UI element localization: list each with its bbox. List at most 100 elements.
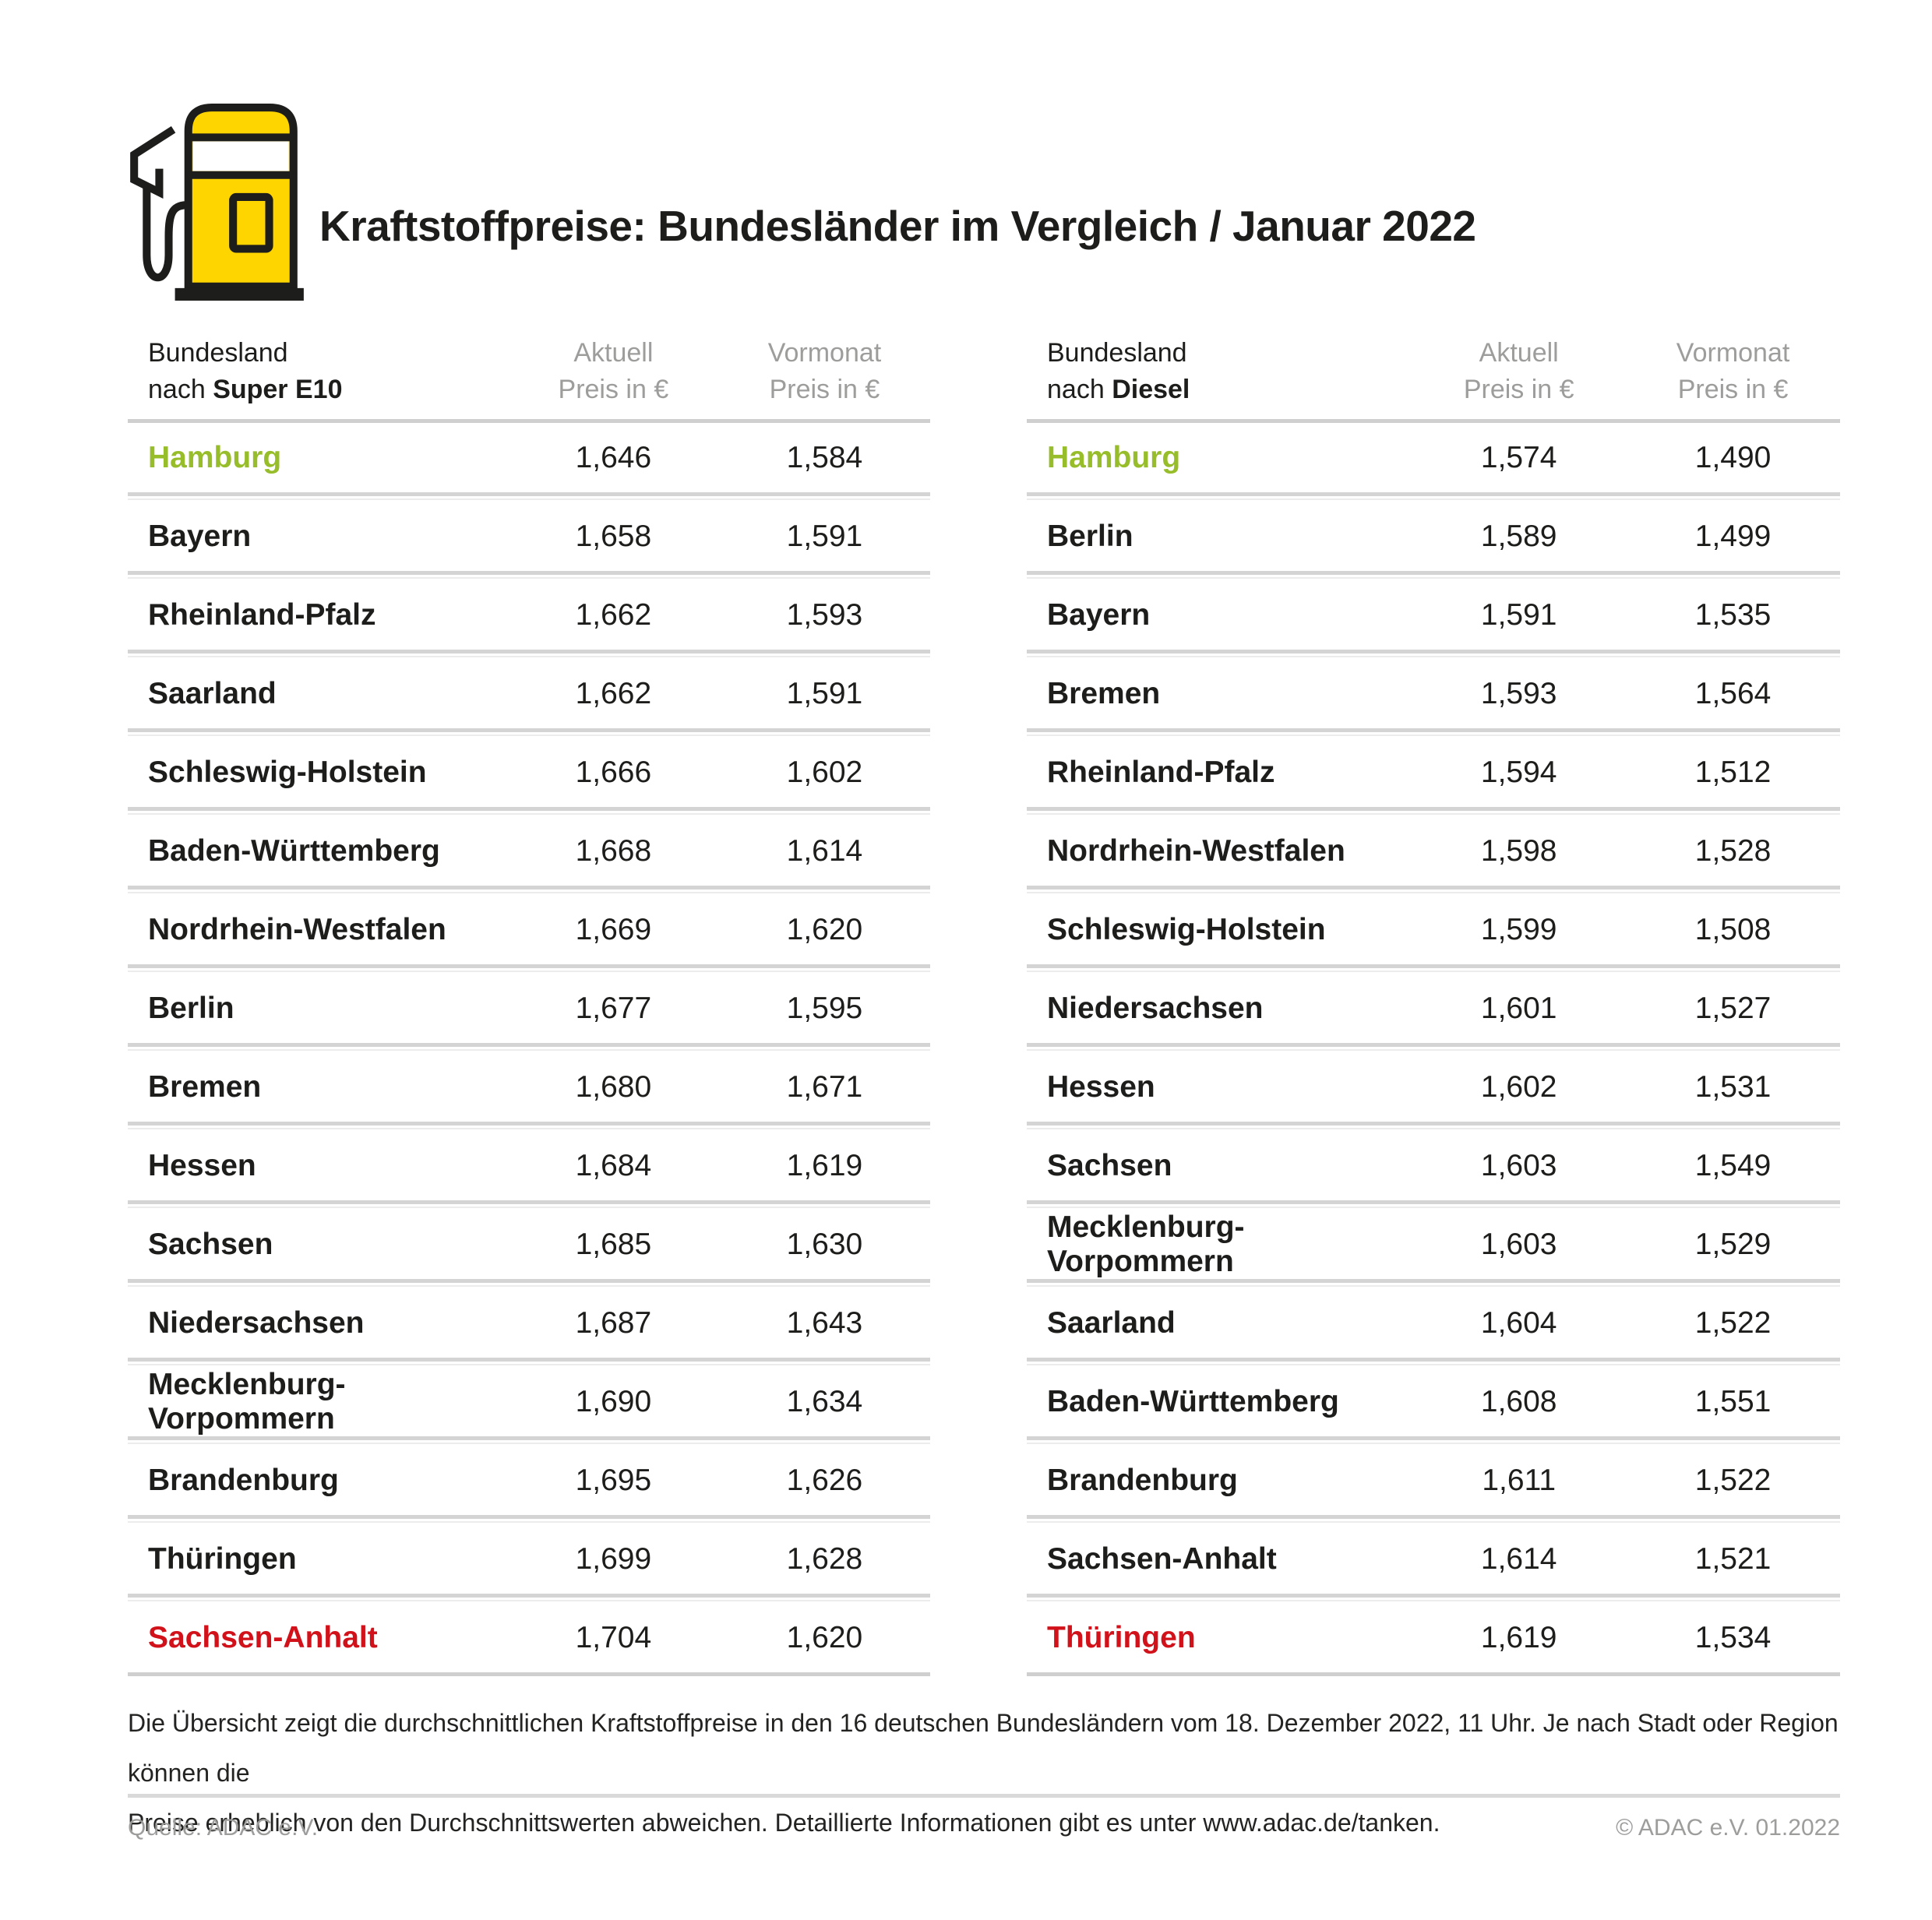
table-row: Brandenburg 1,695 1,626 (128, 1446, 930, 1515)
column-header-previous: Vormonat Preis in € (1676, 338, 1790, 404)
table-row: Rheinland-Pfalz 1,662 1,593 (128, 580, 930, 650)
state-name: Mecklenburg-Vorpommern (148, 1367, 346, 1436)
previous-month-price: 1,535 (1694, 597, 1772, 632)
previous-month-price: 1,522 (1694, 1463, 1772, 1497)
current-price: 1,662 (575, 597, 652, 632)
row-divider (1027, 807, 1840, 816)
current-price: 1,604 (1480, 1305, 1557, 1340)
table-row: Berlin 1,589 1,499 (1027, 502, 1840, 571)
previous-month-price: 1,593 (786, 597, 863, 632)
previous-month-price: 1,620 (786, 912, 863, 946)
row-divider (1027, 1515, 1840, 1524)
previous-month-price: 1,531 (1694, 1069, 1772, 1104)
table-bottom-divider (1027, 1672, 1840, 1676)
state-name: Thüringen (1047, 1620, 1196, 1654)
current-price: 1,574 (1480, 440, 1557, 474)
current-price: 1,589 (1480, 519, 1557, 553)
row-divider (128, 964, 930, 974)
state-name: Hamburg (148, 440, 282, 474)
footer-divider (128, 1794, 1840, 1798)
row-divider (1027, 728, 1840, 738)
table-row: Sachsen-Anhalt 1,614 1,521 (1027, 1524, 1840, 1594)
table-row: Thüringen 1,619 1,534 (1027, 1603, 1840, 1672)
state-name: Rheinland-Pfalz (1047, 755, 1275, 789)
row-divider (1027, 1279, 1840, 1288)
row-divider (1027, 492, 1840, 502)
row-divider (1027, 886, 1840, 895)
row-divider (128, 650, 930, 659)
row-divider (128, 492, 930, 502)
copyright-note: © ADAC e.V. 01.2022 (1616, 1815, 1840, 1841)
table-row: Hamburg 1,574 1,490 (1027, 423, 1840, 492)
row-divider (128, 1043, 930, 1052)
table-row: Berlin 1,677 1,595 (128, 974, 930, 1043)
previous-month-price: 1,626 (786, 1463, 863, 1497)
state-name: Baden-Württemberg (1047, 1384, 1339, 1418)
table-row: Saarland 1,662 1,591 (128, 659, 930, 728)
previous-month-price: 1,512 (1694, 755, 1772, 789)
current-price: 1,662 (575, 676, 652, 710)
row-divider (128, 1594, 930, 1603)
table-row: Niedersachsen 1,687 1,643 (128, 1288, 930, 1358)
row-divider (128, 728, 930, 738)
previous-month-price: 1,527 (1694, 991, 1772, 1025)
table-row: Thüringen 1,699 1,628 (128, 1524, 930, 1594)
table-row: Brandenburg 1,611 1,522 (1027, 1446, 1840, 1515)
header-divider (128, 419, 930, 423)
state-name: Niedersachsen (148, 1305, 365, 1340)
current-price: 1,608 (1480, 1384, 1557, 1418)
state-name: Nordrhein-Westfalen (148, 912, 446, 946)
current-price: 1,677 (575, 991, 652, 1025)
current-price: 1,594 (1480, 755, 1557, 789)
previous-month-price: 1,534 (1694, 1620, 1772, 1654)
current-price: 1,603 (1480, 1148, 1557, 1182)
table-row: Sachsen-Anhalt 1,704 1,620 (128, 1603, 930, 1672)
current-price: 1,680 (575, 1069, 652, 1104)
table-row: Bremen 1,680 1,671 (128, 1052, 930, 1122)
row-divider (1027, 571, 1840, 580)
previous-month-price: 1,522 (1694, 1305, 1772, 1340)
current-price: 1,690 (575, 1384, 652, 1418)
pump-display (229, 192, 273, 253)
state-name: Saarland (1047, 1305, 1176, 1340)
row-divider (128, 1436, 930, 1446)
current-price: 1,699 (575, 1541, 652, 1576)
row-divider (128, 1200, 930, 1210)
row-divider (1027, 1200, 1840, 1210)
previous-month-price: 1,584 (786, 440, 863, 474)
previous-month-price: 1,614 (786, 833, 863, 868)
previous-month-price: 1,549 (1694, 1148, 1772, 1182)
table-row: Bayern 1,591 1,535 (1027, 580, 1840, 650)
state-name: Sachsen (148, 1227, 273, 1261)
state-name: Baden-Württemberg (148, 833, 440, 868)
previous-month-price: 1,528 (1694, 833, 1772, 868)
previous-month-price: 1,595 (786, 991, 863, 1025)
table-row: Mecklenburg-Vorpommern 1,690 1,634 (128, 1367, 930, 1436)
state-name: Niedersachsen (1047, 991, 1264, 1025)
previous-month-price: 1,490 (1694, 440, 1772, 474)
previous-month-price: 1,619 (786, 1148, 863, 1182)
column-header-current: Aktuell Preis in € (1463, 338, 1574, 404)
fuel-pump-icon (130, 104, 304, 301)
row-divider (1027, 1594, 1840, 1603)
fuel-type-label: Super E10 (213, 375, 343, 404)
pump-hose (130, 126, 189, 282)
table-row: Schleswig-Holstein 1,599 1,508 (1027, 895, 1840, 964)
state-name: Bremen (1047, 676, 1161, 710)
current-price: 1,614 (1480, 1541, 1557, 1576)
column-header-state: Bundesland nach Super E10 (148, 338, 343, 404)
current-price: 1,685 (575, 1227, 652, 1261)
page-title: Kraftstoffpreise: Bundesländer im Vergle… (319, 202, 1476, 250)
state-name: Sachsen-Anhalt (148, 1620, 378, 1654)
table-row: Rheinland-Pfalz 1,594 1,512 (1027, 738, 1840, 807)
current-price: 1,591 (1480, 597, 1557, 632)
current-price: 1,668 (575, 833, 652, 868)
footnote-line-1: Die Übersicht zeigt die durchschnittlich… (128, 1709, 1839, 1787)
current-price: 1,658 (575, 519, 652, 553)
current-price: 1,599 (1480, 912, 1557, 946)
previous-month-price: 1,602 (786, 755, 863, 789)
table-row: Nordrhein-Westfalen 1,598 1,528 (1027, 816, 1840, 886)
pump-white-band (192, 141, 289, 171)
current-price: 1,684 (575, 1148, 652, 1182)
row-divider (1027, 1122, 1840, 1131)
